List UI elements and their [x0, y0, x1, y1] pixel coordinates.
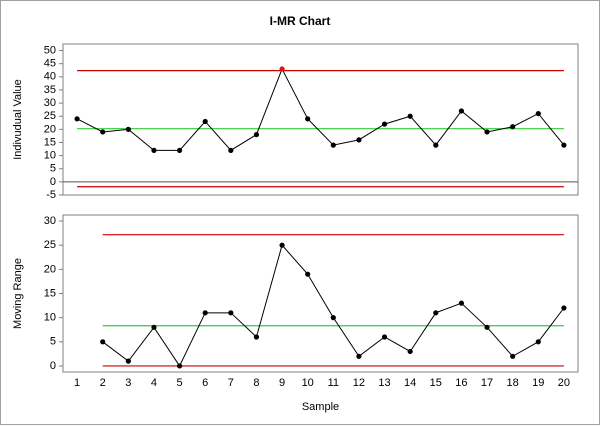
- data-point: [253, 132, 260, 138]
- data-point: [74, 116, 80, 122]
- x-tick-label: 19: [532, 377, 544, 389]
- data-point: [510, 353, 516, 359]
- y-tick-label: 0: [50, 360, 56, 372]
- data-point: [151, 147, 157, 153]
- data-point: [561, 305, 567, 311]
- data-point: [125, 358, 131, 364]
- plot-area: [62, 214, 579, 373]
- data-point: [458, 108, 465, 114]
- y-tick-label: 40: [44, 71, 56, 83]
- data-point: [330, 142, 336, 148]
- data-point: [484, 324, 490, 330]
- data-point: [100, 129, 106, 135]
- plot-area: [62, 43, 579, 196]
- data-point: [407, 113, 413, 119]
- x-tick-label: 17: [481, 377, 493, 389]
- y-tick-label: 15: [44, 136, 56, 148]
- x-tick-label: 20: [558, 377, 570, 389]
- data-point: [535, 110, 541, 117]
- data-point: [433, 310, 439, 316]
- y-tick-label: -5: [46, 189, 56, 201]
- x-tick-label: 15: [430, 377, 442, 389]
- x-tick-label: 2: [100, 377, 106, 389]
- x-tick-label: 12: [353, 377, 365, 389]
- data-point: [305, 116, 311, 122]
- y-tick-label: 20: [44, 263, 56, 275]
- x-tick-label: 1: [74, 377, 80, 389]
- y-tick-label: 10: [44, 312, 56, 324]
- data-point: [151, 324, 157, 330]
- x-tick-label: 7: [228, 377, 234, 389]
- data-point: [561, 142, 567, 148]
- data-point: [202, 118, 208, 125]
- data-point: [433, 142, 439, 148]
- y-tick-label: 25: [44, 239, 56, 251]
- data-point: [356, 137, 362, 143]
- data-point: [356, 353, 362, 359]
- series-line: [76, 67, 565, 152]
- y-tick-label: 5: [50, 163, 56, 175]
- y-tick-label: 30: [44, 215, 56, 227]
- y-tick-label: 35: [44, 84, 56, 96]
- x-axis-label: Sample: [302, 401, 339, 413]
- data-point: [228, 147, 234, 153]
- y-tick-label: 30: [44, 97, 56, 109]
- x-tick-label: 3: [125, 377, 131, 389]
- data-point: [330, 315, 336, 321]
- data-point: [305, 271, 311, 277]
- x-tick-label: 11: [328, 377, 339, 389]
- x-tick-label: 4: [151, 377, 157, 389]
- x-tick-label: 13: [378, 377, 390, 389]
- data-point: [510, 124, 516, 130]
- data-point: [381, 121, 388, 127]
- x-tick-label: 5: [177, 377, 183, 389]
- x-tick-label: 16: [455, 377, 467, 389]
- x-tick-label: 14: [404, 377, 416, 389]
- data-point: [253, 334, 260, 340]
- y-tick-label: 20: [44, 123, 56, 135]
- y-tick-label: 10: [44, 150, 56, 162]
- x-tick-label: 9: [279, 377, 285, 389]
- y-tick-label: 50: [44, 44, 56, 56]
- data-point: [381, 334, 388, 340]
- x-tick-label: 6: [202, 377, 208, 389]
- y-tick-label: 25: [44, 110, 56, 122]
- data-point: [176, 363, 183, 369]
- y-tick-label: 0: [50, 176, 56, 188]
- y-tick-label: 5: [50, 336, 56, 348]
- data-point: [125, 126, 131, 132]
- x-tick-label: 8: [253, 377, 259, 389]
- y-axis-label: Moving Range: [12, 258, 24, 329]
- data-point: [228, 310, 234, 316]
- data-point: [202, 310, 208, 316]
- data-point: [407, 348, 413, 355]
- data-point: [484, 129, 490, 135]
- data-point: [458, 300, 465, 306]
- data-point: [535, 339, 541, 345]
- x-tick-label: 18: [507, 377, 519, 389]
- y-tick-label: 45: [44, 58, 56, 70]
- x-tick-label: 10: [302, 377, 314, 389]
- y-tick-label: 15: [44, 287, 56, 299]
- data-point: [176, 147, 183, 153]
- data-point: [100, 339, 106, 345]
- y-axis-label: Indivudual Value: [12, 79, 24, 160]
- data-point: [279, 242, 285, 248]
- chart-title: I-MR Chart: [270, 14, 331, 28]
- data-point: [279, 66, 285, 72]
